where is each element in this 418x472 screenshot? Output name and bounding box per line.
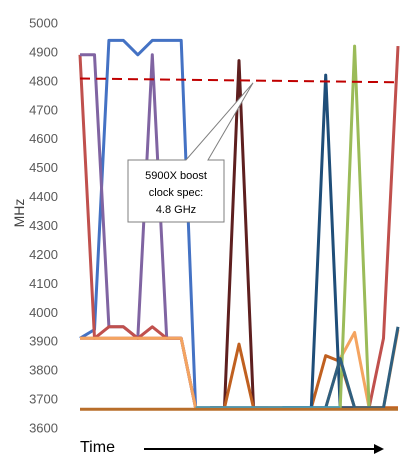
y-tick-label: 4600 [29,131,58,146]
y-axis-title: MHz [11,199,27,228]
callout-line-1: 5900X boost [145,170,207,182]
y-tick-label: 3900 [29,334,58,349]
series-line-8 [282,73,355,410]
boost-clock-callout: 5900X boost clock spec: 4.8 GHz [127,82,254,223]
y-tick-label: 3700 [29,392,58,407]
y-tick-label: 4500 [29,160,58,175]
y-tick-label: 5000 [29,16,58,31]
y-tick-label: 4400 [29,189,58,204]
y-tick-label: 3800 [29,363,58,378]
series-lines [78,38,400,411]
x-axis-title: Time [80,439,115,456]
y-tick-label: 4000 [29,305,58,320]
y-tick-label: 4800 [29,73,58,88]
callout-line-2: clock spec: [149,187,203,199]
y-tick-label: 4700 [29,102,58,117]
y-tick-label: 3600 [29,421,58,436]
y-axis-tick-labels: 3600 3700 3800 3900 4000 4100 4200 4300 4400 4500… [29,16,58,436]
y-tick-label: 4900 [29,44,58,59]
callout-box [127,82,254,223]
y-tick-label: 4100 [29,276,58,291]
y-tick-label: 4300 [29,218,58,233]
callout-line-3: 4.8 GHz [156,204,196,216]
time-arrow-head [374,444,384,454]
series-line-3 [80,53,198,409]
boost-clock-reference-line [79,77,399,84]
y-tick-label: 4200 [29,247,58,262]
series-line-4 [80,325,182,340]
